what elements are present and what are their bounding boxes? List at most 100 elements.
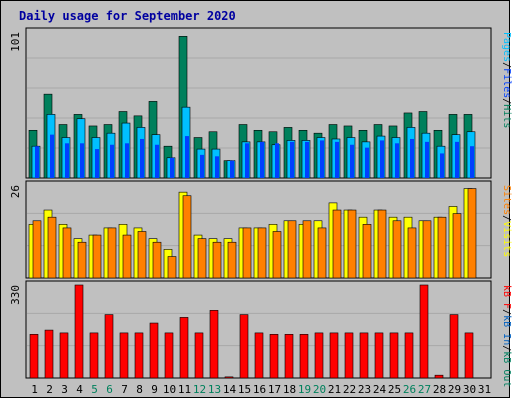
legend-item-sites: Sites — [501, 185, 512, 215]
bar-files-day-5 — [95, 149, 99, 178]
legend-separator: / — [501, 345, 512, 351]
bar-kbf-day-23 — [359, 332, 369, 379]
x-tick-label: 13 — [208, 383, 221, 396]
legend-visits-sites: Sites/Visits — [501, 185, 512, 257]
bar-sites-day-4 — [77, 241, 87, 279]
bar-files-day-7 — [125, 143, 129, 178]
bar-sites-day-25 — [392, 220, 402, 279]
bar-files-day-20 — [320, 140, 324, 178]
legend-separator: / — [501, 98, 512, 104]
bar-files-day-30 — [470, 146, 474, 178]
bar-kbf-day-6 — [104, 314, 114, 379]
y-max-label: 101 — [9, 32, 22, 52]
bar-kbf-day-15 — [239, 314, 249, 379]
bar-kbf-day-11 — [179, 317, 189, 379]
x-tick-label: 9 — [151, 383, 158, 396]
bar-sites-day-1 — [32, 220, 42, 279]
bar-kbf-day-22 — [344, 332, 354, 379]
bar-files-day-27 — [425, 141, 429, 178]
x-tick-label: 12 — [193, 383, 206, 396]
bar-sites-day-3 — [62, 227, 72, 279]
bar-files-day-2 — [50, 134, 54, 178]
bar-files-day-28 — [440, 153, 444, 178]
bar-files-day-25 — [395, 143, 399, 178]
x-tick-label: 21 — [328, 383, 341, 396]
x-tick-label: 31 — [478, 383, 491, 396]
bar-files-day-9 — [155, 144, 159, 178]
bar-sites-day-22 — [347, 209, 357, 279]
bar-kbf-day-17 — [269, 334, 279, 379]
x-tick-label: 6 — [106, 383, 113, 396]
bar-kbf-day-30 — [464, 332, 474, 379]
bar-kbf-day-5 — [89, 332, 99, 379]
x-tick-label: 27 — [418, 383, 431, 396]
legend-item-visits: Visits — [501, 221, 512, 257]
bar-sites-day-29 — [452, 213, 462, 279]
x-tick-label: 19 — [298, 383, 311, 396]
x-tick-label: 15 — [238, 383, 251, 396]
bar-sites-day-14 — [227, 241, 237, 279]
bar-sites-day-2 — [47, 216, 57, 279]
bar-sites-day-26 — [407, 227, 417, 279]
bar-kbf-day-3 — [59, 332, 69, 379]
bar-kbf-day-9 — [149, 322, 159, 379]
bar-kbf-day-13 — [209, 310, 219, 379]
bar-sites-day-5 — [92, 234, 102, 279]
bar-files-day-18 — [290, 141, 294, 178]
legend-item-pages: Pages — [501, 32, 512, 62]
x-tick-label: 8 — [136, 383, 143, 396]
x-tick-label: 23 — [358, 383, 371, 396]
bar-sites-day-13 — [212, 241, 222, 279]
bar-kbf-day-25 — [389, 332, 399, 379]
bar-kbf-day-14 — [224, 376, 234, 379]
legend-kbf-kbin-kbout: kB F/kB In/kB Out — [501, 285, 512, 387]
bar-sites-day-6 — [107, 227, 117, 279]
bar-files-day-11 — [185, 136, 189, 178]
bar-files-day-12 — [200, 154, 204, 178]
x-tick-label: 24 — [373, 383, 387, 396]
bar-sites-day-15 — [242, 227, 252, 279]
bar-kbf-day-24 — [374, 332, 384, 379]
bar-sites-day-7 — [122, 234, 132, 279]
legend-separator: / — [501, 215, 512, 221]
bar-files-day-13 — [215, 156, 219, 178]
bar-kbf-day-1 — [29, 334, 39, 379]
bar-kbf-day-29 — [449, 314, 459, 379]
x-tick-label: 17 — [268, 383, 281, 396]
legend-separator: / — [501, 309, 512, 315]
bar-files-day-14 — [230, 160, 234, 178]
x-tick-label: 14 — [223, 383, 237, 396]
chart-title: Daily usage for September 2020 — [19, 9, 236, 23]
bar-files-day-17 — [275, 143, 279, 178]
bar-files-day-22 — [350, 144, 354, 178]
x-tick-label: 2 — [46, 383, 53, 396]
bar-files-day-1 — [35, 146, 39, 178]
bar-kbf-day-20 — [314, 332, 324, 379]
bar-sites-day-9 — [152, 241, 162, 279]
x-tick-label: 29 — [448, 383, 461, 396]
bar-files-day-15 — [245, 143, 249, 178]
bar-files-day-29 — [455, 141, 459, 178]
bar-kbf-day-27 — [419, 284, 429, 379]
bar-kbf-day-2 — [44, 329, 54, 379]
x-tick-label: 28 — [433, 383, 446, 396]
x-tick-label: 10 — [163, 383, 176, 396]
legend-item-hits: Hits — [501, 104, 512, 128]
bar-sites-day-16 — [257, 227, 267, 279]
bar-kbf-day-21 — [329, 332, 339, 379]
legend-item-kb_f: kB F — [501, 285, 512, 309]
x-tick-label: 20 — [313, 383, 326, 396]
bar-sites-day-12 — [197, 238, 207, 279]
bar-kbf-day-26 — [404, 332, 414, 379]
x-tick-label: 18 — [283, 383, 296, 396]
x-tick-label: 5 — [91, 383, 98, 396]
bar-kbf-day-7 — [119, 332, 129, 379]
bar-sites-day-23 — [362, 224, 372, 279]
bar-sites-day-27 — [422, 220, 432, 279]
bar-files-day-16 — [260, 141, 264, 178]
bar-files-day-24 — [380, 140, 384, 178]
x-tick-label: 4 — [76, 383, 83, 396]
legend-hits-files-pages: Pages/Files/Hits — [501, 32, 512, 128]
x-tick-label: 16 — [253, 383, 266, 396]
